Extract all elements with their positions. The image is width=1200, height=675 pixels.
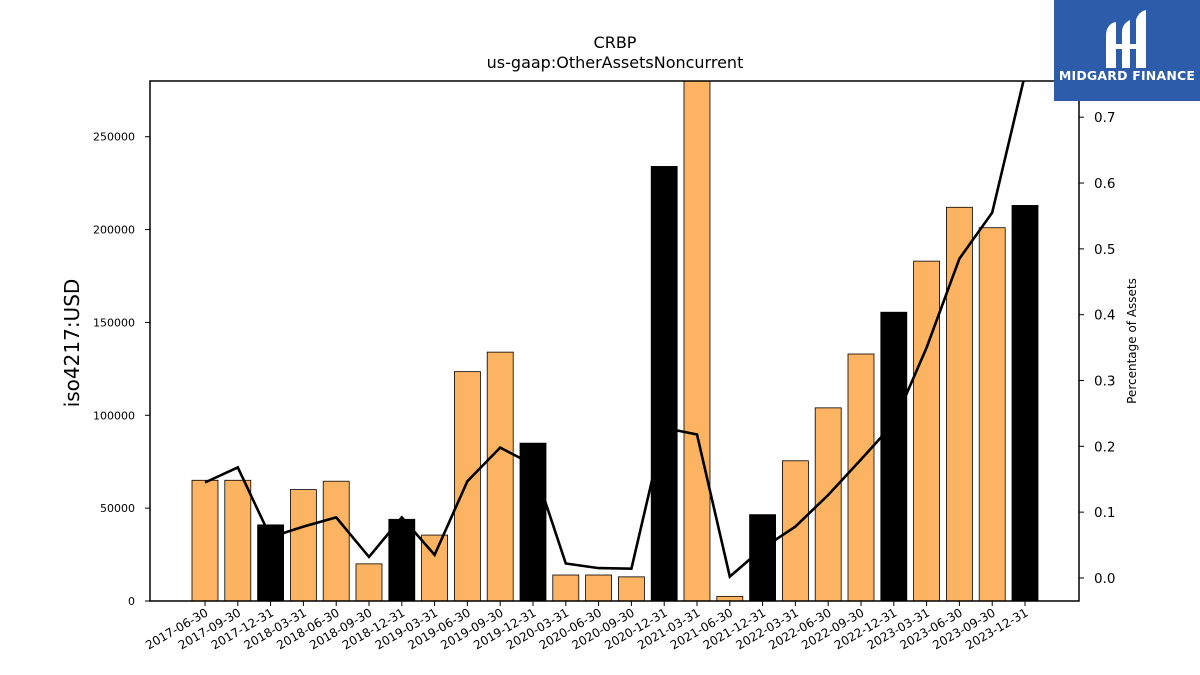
brand-logo: MIDGARD FINANCE xyxy=(1054,0,1200,101)
bar xyxy=(847,353,875,602)
bar xyxy=(650,166,678,602)
bar xyxy=(388,518,416,602)
bar xyxy=(913,260,940,602)
bar xyxy=(683,80,711,602)
y-tick-label: 100000 xyxy=(93,409,135,422)
chart-subtitle: us-gaap:OtherAssetsNoncurrent xyxy=(487,53,744,72)
bar xyxy=(946,206,973,602)
bar xyxy=(782,460,809,602)
plot-frame xyxy=(149,80,1080,602)
chart-title: CRBP xyxy=(594,33,637,52)
bar xyxy=(880,311,908,602)
y2-tick-label: 0.6 xyxy=(1094,176,1115,192)
y2-axis: 0.0 0.1 0.2 0.3 0.4 0.5 0.6 0.7 xyxy=(1079,110,1115,587)
y2-tick-label: 0.5 xyxy=(1094,242,1115,258)
bar xyxy=(191,479,219,602)
y-tick-label: 150000 xyxy=(93,316,135,329)
bar xyxy=(453,371,481,602)
bar xyxy=(519,442,547,602)
line-series xyxy=(204,81,1025,579)
y2-tick-label: 0.1 xyxy=(1094,505,1115,521)
y-tick-label: 0 xyxy=(128,595,135,608)
bar xyxy=(355,563,383,602)
bar xyxy=(552,574,580,602)
y-axis: 0 50000 100000 150000 200000 250000 xyxy=(93,131,150,608)
y2-tick-label: 0.7 xyxy=(1094,110,1115,126)
series-line xyxy=(204,81,1025,579)
x-axis: 2017-06-302017-09-302017-12-312018-03-31… xyxy=(143,601,1031,652)
bar xyxy=(585,574,612,602)
y2-tick-label: 0.0 xyxy=(1094,571,1115,587)
bar xyxy=(1011,205,1039,602)
y-axis-label: iso4217:USD xyxy=(60,279,84,408)
bar xyxy=(289,489,317,602)
bar xyxy=(978,227,1006,602)
bar xyxy=(814,407,842,602)
bar xyxy=(618,576,645,602)
y-tick-label: 250000 xyxy=(93,131,135,144)
bar xyxy=(749,514,776,602)
y2-axis-label: Percentage of Assets xyxy=(1125,278,1139,404)
bar xyxy=(224,479,252,602)
y2-tick-label: 0.3 xyxy=(1094,373,1115,389)
y2-tick-label: 0.4 xyxy=(1094,308,1115,324)
logo-mark-icon xyxy=(1106,10,1146,68)
bar xyxy=(322,480,350,602)
logo-text: MIDGARD FINANCE xyxy=(1058,68,1196,83)
y-tick-label: 200000 xyxy=(93,224,135,237)
y-tick-label: 50000 xyxy=(100,502,135,515)
bar xyxy=(486,351,514,602)
y2-tick-label: 0.2 xyxy=(1094,439,1115,455)
bar-series xyxy=(191,80,1039,602)
